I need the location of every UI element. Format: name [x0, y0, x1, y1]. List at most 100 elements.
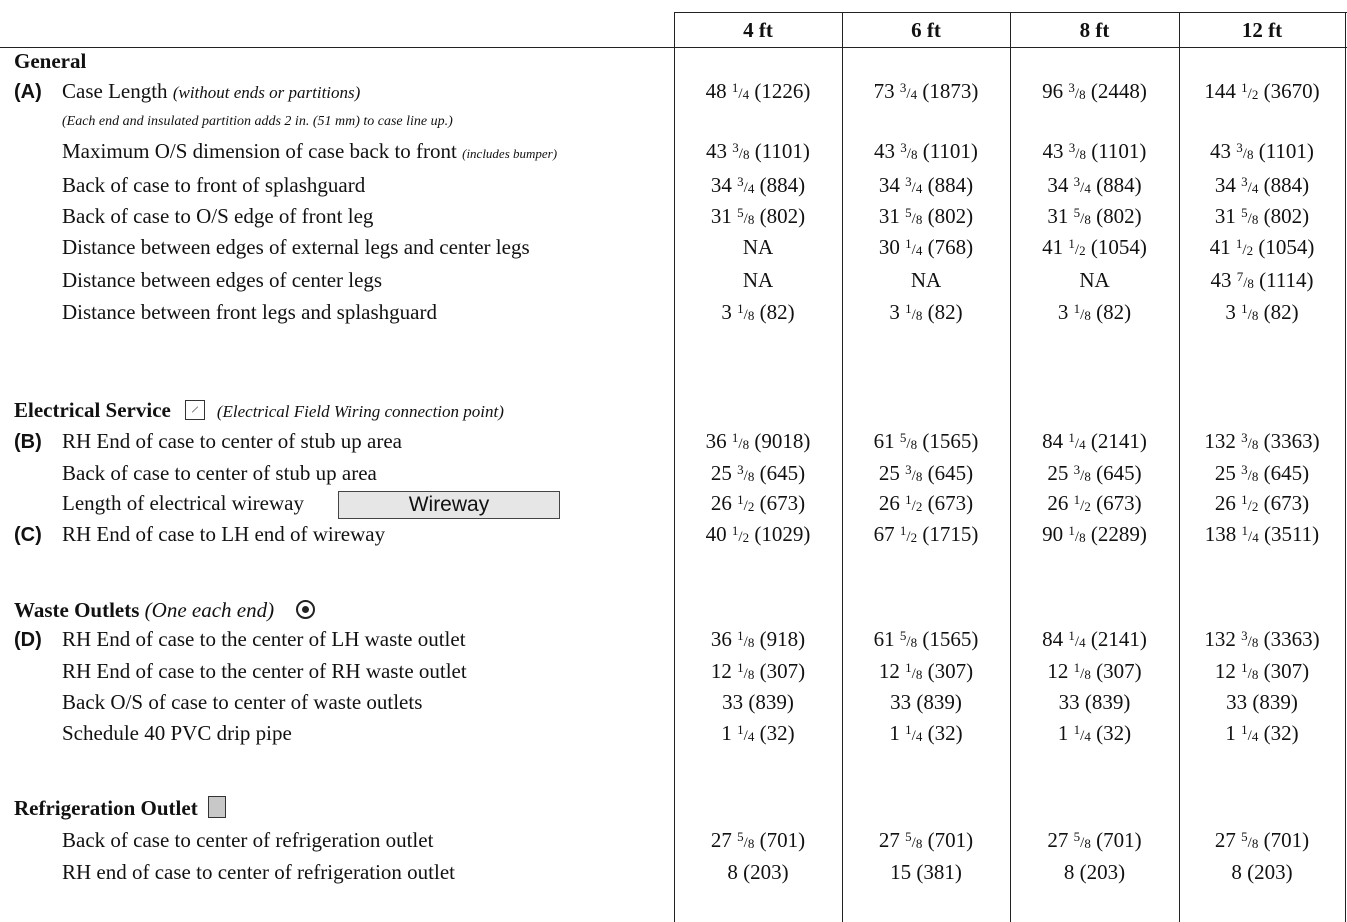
row-hint: (includes bumper): [462, 146, 558, 161]
table-cell: 15 (381): [890, 860, 962, 884]
section-title: Waste Outlets (One each end): [14, 596, 674, 624]
table-cell: 34 3/4 (884): [1214, 173, 1310, 197]
row-label-text: RH End of case to the center of RH waste…: [62, 659, 467, 683]
table-cell: 26 1/2 (673): [1047, 491, 1142, 515]
column-divider: [1010, 12, 1011, 922]
table-cell: 61 5/8 (1565): [873, 429, 979, 453]
row-label-text: Maximum O/S dimension of case back to fr…: [62, 139, 457, 163]
table-cell: 73 3/4 (1873): [873, 79, 979, 103]
wireway-label-box: Wireway: [337, 491, 560, 520]
refrigeration-outlet-icon: [207, 796, 226, 818]
table-cell: 34 3/4 (884): [878, 173, 974, 197]
table-cell: 26 1/2 (673): [710, 491, 806, 515]
row-label-text: Schedule 40 PVC drip pipe: [62, 721, 292, 745]
table-cell: 48 1/4 (1226): [705, 79, 811, 103]
table-cell: 43 3/8 (1101): [874, 139, 978, 163]
row-label: (C) RH End of case to LH end of wireway: [14, 520, 674, 548]
row-label-text: Back of case to O/S edge of front leg: [62, 204, 374, 228]
section-title-text: Waste Outlets: [14, 598, 140, 622]
row-label: Back of case to center of refrigeration …: [14, 826, 674, 854]
row-letter: (D): [14, 629, 42, 651]
row-label: Back of case to center of stub up area: [14, 459, 674, 487]
table-cell: 31 5/8 (802): [1047, 204, 1142, 228]
row-label-text: RH End of case to LH end of wireway: [62, 522, 386, 546]
row-label: RH End of case to the center of RH waste…: [14, 657, 674, 685]
row-label: Back O/S of case to center of waste outl…: [14, 688, 674, 716]
table-cell: 132 3/8 (3363): [1204, 627, 1320, 651]
row-label-text: Distance between front legs and splashgu…: [62, 300, 437, 324]
table-cell: 26 1/2 (673): [1214, 491, 1310, 515]
row-label-text: Back O/S of case to center of waste outl…: [62, 690, 423, 714]
column-header: 4 ft: [743, 18, 773, 42]
row-note: (Each end and insulated partition adds 2…: [14, 108, 674, 136]
row-letter: (C): [14, 524, 42, 546]
table-cell: 41 1/2 (1054): [1209, 235, 1315, 259]
table-cell: 1 1/4 (32): [1057, 721, 1132, 745]
table-cell: 43 3/8 (1101): [706, 139, 810, 163]
section-title-text: Electrical Service: [14, 398, 171, 422]
table-cell: 1 1/4 (32): [889, 721, 963, 745]
table-cell: 27 5/8 (701): [1047, 828, 1142, 852]
table-cell: 1 1/4 (32): [1225, 721, 1299, 745]
section-hint: (Electrical Field Wiring connection poin…: [216, 402, 504, 421]
row-label: Maximum O/S dimension of case back to fr…: [14, 137, 674, 165]
row-note-text: (Each end and insulated partition adds 2…: [62, 114, 453, 129]
wiring-connection-icon: [184, 400, 205, 420]
row-letter: (B): [14, 431, 42, 453]
table-cell: 43 7/8 (1114): [1210, 268, 1314, 292]
table-cell: 3 1/8 (82): [721, 300, 795, 324]
section-title: Electrical Service (Electrical Field Wiri…: [14, 396, 674, 424]
table-cell: 34 3/4 (884): [710, 173, 806, 197]
table-cell: 61 5/8 (1565): [873, 627, 979, 651]
table-cell: 12 1/8 (307): [878, 659, 974, 683]
section-title: Refrigeration Outlet: [14, 794, 674, 822]
section-title-text: Refrigeration Outlet: [14, 796, 198, 820]
table-cell: 27 5/8 (701): [710, 828, 806, 852]
header-bottom-rule: [0, 47, 1347, 48]
table-cell: 3 1/8 (82): [889, 300, 963, 324]
table-cell: 30 1/4 (768): [878, 235, 974, 259]
section-hint: (One each end): [144, 598, 275, 622]
table-cell: 31 5/8 (802): [1214, 204, 1310, 228]
table-cell: 132 3/8 (3363): [1204, 429, 1320, 453]
table-cell: 25 3/8 (645): [710, 461, 806, 485]
column-divider: [674, 12, 675, 922]
section-title-text: General: [14, 49, 87, 73]
table-cell: 3 1/8 (82): [1225, 300, 1299, 324]
table-cell: NA: [742, 268, 774, 292]
row-label: (B) RH End of case to center of stub up a…: [14, 427, 674, 455]
row-label-text: Distance between edges of external legs …: [62, 235, 530, 259]
row-label-text: Back of case to center of refrigeration …: [62, 828, 434, 852]
table-cell: 12 1/8 (307): [1047, 659, 1142, 683]
table-cell: 8 (203): [1231, 860, 1293, 884]
table-cell: 43 3/8 (1101): [1210, 139, 1314, 163]
table-cell: 36 1/8 (918): [710, 627, 806, 651]
row-label-text: RH end of case to center of refrigeratio…: [62, 860, 456, 884]
row-label: Distance between front legs and splashgu…: [14, 298, 674, 326]
table-cell: 25 3/8 (645): [1047, 461, 1142, 485]
table-cell: 36 1/8 (9018): [705, 429, 811, 453]
table-cell: 43 3/8 (1101): [1042, 139, 1147, 163]
row-label-text: Back of case to front of splashguard: [62, 173, 366, 197]
table-cell: 25 3/8 (645): [1214, 461, 1310, 485]
row-label: RH end of case to center of refrigeratio…: [14, 858, 674, 886]
table-cell: 67 1/2 (1715): [873, 522, 979, 546]
column-divider: [842, 12, 843, 922]
table-cell: NA: [742, 235, 774, 259]
table-cell: 31 5/8 (802): [878, 204, 974, 228]
column-header: 12 ft: [1241, 18, 1283, 42]
column-divider: [1179, 12, 1180, 922]
table-cell: 27 5/8 (701): [1214, 828, 1310, 852]
row-label: Schedule 40 PVC drip pipe: [14, 719, 674, 747]
column-header: 8 ft: [1079, 18, 1110, 42]
table-cell: 8 (203): [1063, 860, 1126, 884]
table-cell: 3 1/8 (82): [1057, 300, 1132, 324]
table-cell: 33 (839): [890, 690, 962, 714]
row-label-text: Back of case to center of stub up area: [62, 461, 377, 485]
row-label-text: RH End of case to the center of LH waste…: [62, 627, 466, 651]
table-cell: NA: [910, 268, 942, 292]
section-title: General: [14, 47, 674, 75]
table-cell: 27 5/8 (701): [878, 828, 974, 852]
table-cell: 84 1/4 (2141): [1042, 429, 1147, 453]
row-label: Back of case to O/S edge of front leg: [14, 202, 674, 230]
